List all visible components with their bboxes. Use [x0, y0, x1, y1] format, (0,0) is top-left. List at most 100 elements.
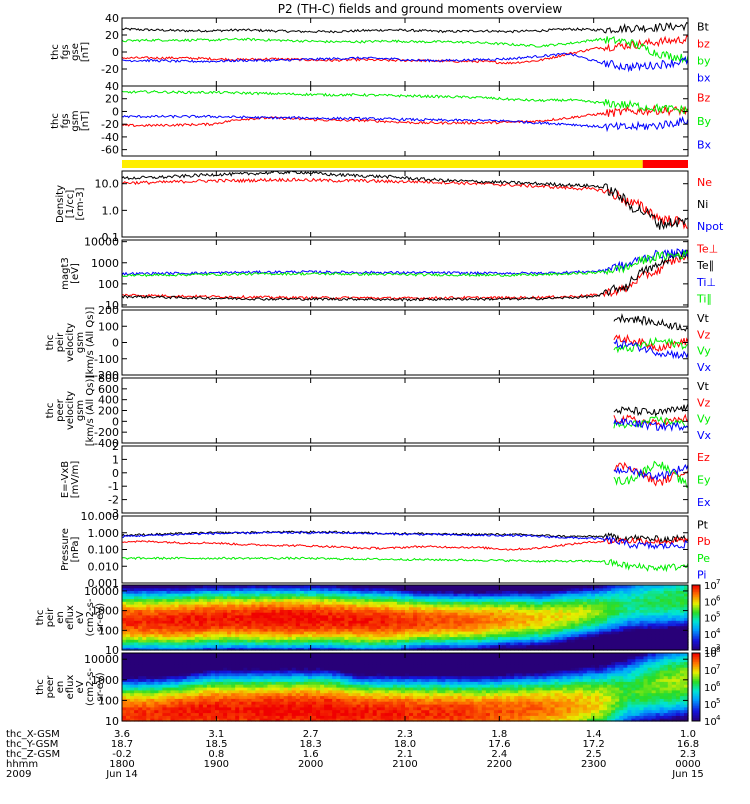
peer_spec-cell	[150, 676, 155, 679]
peer_spec-cell	[227, 676, 232, 679]
peer_spec-cell	[191, 676, 196, 679]
peer_spec-cell	[251, 667, 256, 670]
peer_spec-cell	[199, 667, 204, 670]
density-ytick-label: 10.0	[95, 178, 120, 191]
peer_spec-cell	[146, 710, 151, 713]
peer_spec-cell	[260, 667, 265, 670]
peer_spec-cell	[175, 684, 180, 687]
peer_spec-cell	[264, 659, 269, 662]
peer_spec-cell	[280, 676, 285, 679]
peer_spec-cell	[130, 684, 135, 687]
peer_spec-cell	[219, 710, 224, 713]
peer_spec-cell	[154, 693, 159, 696]
peer_spec-cell	[183, 684, 188, 687]
peer_spec-cell	[183, 659, 188, 662]
peer_spec-cell	[215, 684, 220, 687]
peer_spec-cell	[219, 676, 224, 679]
peer_spec-cell	[308, 667, 313, 670]
temperature-ytick-label: 1000	[91, 257, 119, 270]
peir_spec-colorbar-tick-exp: 4	[716, 627, 721, 635]
peer_spec-cell	[235, 710, 240, 713]
peer_spec-cell	[239, 684, 244, 687]
peer_spec-cell	[175, 701, 180, 704]
pressure-ytick-label: 0.010	[88, 560, 120, 573]
peer_vel-ytick-label: 800	[98, 372, 119, 385]
peer_spec-cell	[276, 693, 281, 696]
peer_spec-cell	[138, 667, 143, 670]
peer_spec-cell	[280, 693, 285, 696]
fgs_gsm-ytick-label: 40	[105, 80, 119, 93]
peer_spec-cell	[223, 653, 228, 656]
peer_spec-cell	[316, 693, 321, 696]
efield-legend-Ey: Ey	[697, 474, 711, 487]
peer_spec-cell	[235, 684, 240, 687]
peer_spec-cell	[191, 684, 196, 687]
fgs_gse-legend-Bt: Bt	[697, 21, 710, 34]
peer_spec-cell	[280, 667, 285, 670]
peer_spec-cell	[251, 684, 256, 687]
peer_spec-cell	[142, 653, 147, 656]
density-legend-Ni: Ni	[697, 198, 708, 211]
peer_spec-cell	[320, 693, 325, 696]
peer_spec-cell	[158, 659, 163, 662]
peer_spec-cell	[300, 653, 305, 656]
peir_spec-colorbar-tick-base: 10	[704, 597, 717, 608]
peer_spec-cell	[308, 701, 313, 704]
peer_spec-cell	[280, 684, 285, 687]
peer_spec-cell	[312, 710, 317, 713]
peer_spec-cell	[300, 684, 305, 687]
mode-bar-segment-yellow	[122, 160, 643, 168]
peer_spec-cell	[239, 653, 244, 656]
peer_spec-cell	[146, 653, 151, 656]
peer_spec-cell	[276, 676, 281, 679]
peer_vel-ylabel-line: [km/s (All Qs)]	[85, 375, 96, 447]
peer_spec-cell	[292, 693, 297, 696]
temperature-ytick-label: 100	[98, 278, 119, 291]
peer_spec-cell	[162, 676, 167, 679]
peer_spec-cell	[195, 693, 200, 696]
peer_vel-legend-Vy: Vy	[697, 413, 711, 426]
peer_spec-cell	[219, 653, 224, 656]
peer_spec-cell	[211, 684, 216, 687]
peer_spec-cell	[304, 659, 309, 662]
peer_spec-cell	[142, 659, 147, 662]
peer_spec-cell	[215, 653, 220, 656]
peer_spec-cell	[171, 667, 176, 670]
peer_spec-cell	[199, 693, 204, 696]
peer_spec-cell	[284, 684, 289, 687]
peer_spec-cell	[167, 653, 172, 656]
peer_spec-cell	[235, 667, 240, 670]
peer_spec-cell	[235, 653, 240, 656]
peer_spec-cell	[162, 653, 167, 656]
peer_spec-cell	[264, 701, 269, 704]
peer_spec-cell	[146, 676, 151, 679]
peer_spec-cell	[292, 659, 297, 662]
peer_spec-cell	[276, 701, 281, 704]
peer_spec-cell	[247, 659, 252, 662]
peer_spec-cell	[272, 710, 277, 713]
peer_spec-cell	[268, 676, 273, 679]
peer_spec-cell	[122, 701, 127, 704]
peer_spec-cell	[288, 653, 293, 656]
peer_spec-cell	[243, 684, 248, 687]
panel-mode_bar	[122, 160, 688, 168]
peer_spec-cell	[179, 701, 184, 704]
peer_spec-cell	[280, 701, 285, 704]
peir_spec-colorbar-tick-exp: 7	[716, 578, 720, 586]
peir_vel-ytick-label: -100	[94, 353, 119, 366]
fgs_gse-ytick-label: -20	[101, 63, 119, 76]
peer_spec-cell	[187, 667, 192, 670]
pressure-ytick-label: 1.000	[88, 527, 120, 540]
peer_spec-cell	[183, 693, 188, 696]
peir_spec-cells	[122, 585, 689, 651]
peer_spec-cell	[300, 701, 305, 704]
peer_spec-cell	[215, 676, 220, 679]
peir_spec-colorbar-tick-base: 10	[704, 614, 717, 625]
peer_spec-cell	[268, 653, 273, 656]
peer_spec-cell	[260, 676, 265, 679]
peer_spec-cell	[320, 710, 325, 713]
peer_spec-cell	[207, 667, 212, 670]
peer_spec-cells	[122, 653, 689, 722]
temperature-legend-Ti⊥: Ti⊥	[696, 276, 716, 289]
